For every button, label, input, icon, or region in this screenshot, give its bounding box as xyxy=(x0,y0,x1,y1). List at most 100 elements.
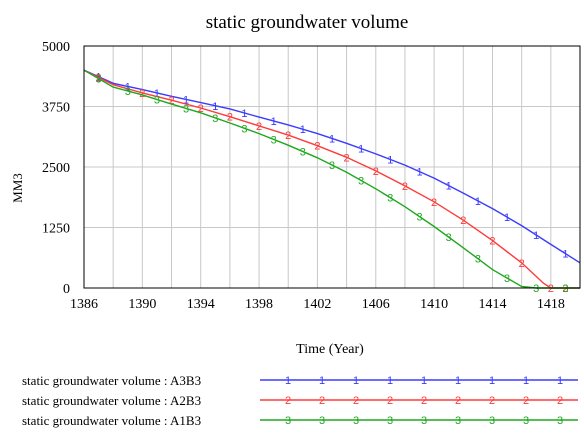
legend: static groundwater volume : A3B3 1 1 1 1 1 1 1 1… xyxy=(22,373,578,428)
series-marker-1: 1 xyxy=(533,230,539,242)
series-marker-3: 3 xyxy=(96,74,102,86)
legend-marker-3: 3 xyxy=(557,415,563,427)
y-tick-label: 2500 xyxy=(42,161,70,176)
series-marker-3: 3 xyxy=(183,103,189,115)
series-line-1 xyxy=(83,69,581,264)
x-tick-label: 1410 xyxy=(420,297,448,312)
series-marker-3: 3 xyxy=(241,123,247,135)
legend-marker-2: 2 xyxy=(455,395,461,407)
legend-label: static groundwater volume : A2B3 xyxy=(22,393,201,408)
x-tick-label: 1418 xyxy=(537,297,565,312)
legend-marker-1: 1 xyxy=(353,375,359,387)
series-marker-1: 1 xyxy=(504,212,510,224)
series-marker-1: 1 xyxy=(300,124,306,136)
series-marker-3: 3 xyxy=(533,283,539,295)
y-axis-label: MM3 xyxy=(10,173,25,203)
series-marker-2: 2 xyxy=(256,121,262,133)
series-marker-2: 2 xyxy=(548,283,554,295)
legend-marker-2: 2 xyxy=(523,395,529,407)
series-marker-2: 2 xyxy=(285,130,291,142)
series-line-3 xyxy=(83,69,580,289)
legend-marker-2: 2 xyxy=(353,395,359,407)
legend-marker-3: 3 xyxy=(489,415,495,427)
series-marker-1: 1 xyxy=(241,108,247,120)
series-marker-2: 2 xyxy=(198,103,204,115)
legend-marker-1: 1 xyxy=(489,375,495,387)
legend-marker-2: 2 xyxy=(319,395,325,407)
series-marker-1: 1 xyxy=(271,116,277,128)
legend-marker-3: 3 xyxy=(421,415,427,427)
x-tick-label: 1394 xyxy=(187,297,215,312)
series-marker-3: 3 xyxy=(562,283,568,295)
series-marker-3: 3 xyxy=(446,232,452,244)
y-tick-label: 0 xyxy=(63,282,70,297)
legend-marker-1: 1 xyxy=(387,375,393,387)
y-tick-label: 1250 xyxy=(42,222,70,237)
series-marker-1: 1 xyxy=(562,249,568,261)
legend-marker-2: 2 xyxy=(557,395,563,407)
x-tick-label: 1402 xyxy=(303,297,331,312)
series-marker-2: 2 xyxy=(402,181,408,193)
plot-area-frame xyxy=(83,45,581,289)
x-tick-label: 1414 xyxy=(478,297,506,312)
series-marker-2: 2 xyxy=(373,166,379,178)
series-marker-1: 1 xyxy=(329,133,335,145)
legend-marker-1: 1 xyxy=(455,375,461,387)
series-marker-1: 1 xyxy=(446,181,452,193)
legend-marker-3: 3 xyxy=(285,415,291,427)
legend-marker-1: 1 xyxy=(523,375,529,387)
series-marker-2: 2 xyxy=(139,88,145,100)
series-line-2 xyxy=(83,69,580,289)
y-tick-label: 5000 xyxy=(42,40,70,55)
legend-marker-1: 1 xyxy=(421,375,427,387)
series-marker-3: 3 xyxy=(125,86,131,98)
x-tick-label: 1386 xyxy=(70,297,98,312)
series-marker-3: 3 xyxy=(271,134,277,146)
series-marker-3: 3 xyxy=(504,273,510,285)
series-marker-3: 3 xyxy=(475,254,481,266)
series-marker-3: 3 xyxy=(212,113,218,125)
x-tick-label: 1406 xyxy=(362,297,390,312)
series-marker-1: 1 xyxy=(387,154,393,166)
series-marker-2: 2 xyxy=(168,95,174,107)
series-marker-2: 2 xyxy=(562,283,568,295)
series-marker-2: 2 xyxy=(431,197,437,209)
legend-marker-3: 3 xyxy=(319,415,325,427)
legend-marker-2: 2 xyxy=(387,395,393,407)
series-marker-2: 2 xyxy=(227,112,233,124)
legend-marker-3: 3 xyxy=(353,415,359,427)
series-marker-1: 1 xyxy=(212,101,218,113)
series-marker-1: 1 xyxy=(416,167,422,179)
y-tick-label: 3750 xyxy=(42,101,70,116)
x-tick-label: 1398 xyxy=(245,297,273,312)
legend-marker-1: 1 xyxy=(319,375,325,387)
legend-marker-3: 3 xyxy=(455,415,461,427)
legend-marker-3: 3 xyxy=(523,415,529,427)
series-marker-2: 2 xyxy=(460,215,466,227)
series-marker-1: 1 xyxy=(154,88,160,100)
series-marker-2: 2 xyxy=(314,141,320,153)
legend-marker-2: 2 xyxy=(489,395,495,407)
series-marker-2: 2 xyxy=(489,236,495,248)
series-marker-2: 2 xyxy=(519,258,525,270)
legend-label: static groundwater volume : A3B3 xyxy=(22,373,201,388)
series-marker-3: 3 xyxy=(300,147,306,159)
series-marker-1: 1 xyxy=(475,196,481,208)
legend-marker-2: 2 xyxy=(285,395,291,407)
series-marker-3: 3 xyxy=(387,193,393,205)
x-tick-label: 1390 xyxy=(128,297,156,312)
series-marker-3: 3 xyxy=(329,160,335,172)
legend-marker-1: 1 xyxy=(285,375,291,387)
series-marker-3: 3 xyxy=(358,176,364,188)
legend-marker-2: 2 xyxy=(421,395,427,407)
series-marker-1: 1 xyxy=(125,81,131,93)
series-marker-3: 3 xyxy=(154,94,160,106)
series-marker-1: 1 xyxy=(183,94,189,106)
series-marker-2: 2 xyxy=(344,152,350,164)
legend-marker-1: 1 xyxy=(557,375,563,387)
x-axis-label: Time (Year) xyxy=(296,342,364,357)
chart-title: static groundwater volume xyxy=(206,12,409,33)
series-marker-1: 1 xyxy=(358,144,364,156)
legend-label: static groundwater volume : A1B3 xyxy=(22,413,201,428)
